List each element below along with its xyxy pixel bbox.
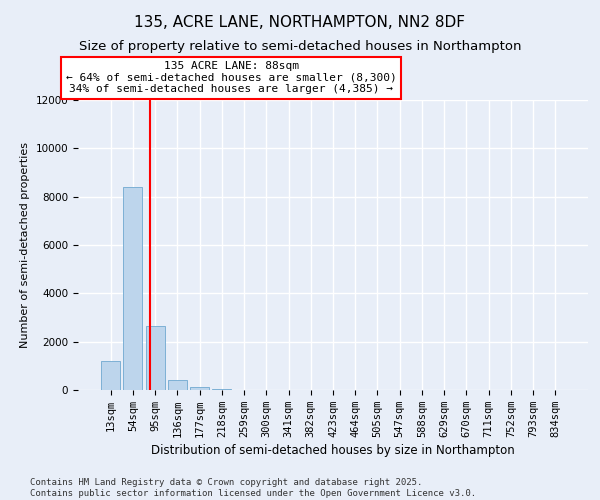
Bar bbox=[168, 380, 187, 390]
Bar bbox=[146, 326, 164, 390]
Bar bbox=[101, 361, 120, 390]
Bar bbox=[124, 187, 142, 390]
Text: 135, ACRE LANE, NORTHAMPTON, NN2 8DF: 135, ACRE LANE, NORTHAMPTON, NN2 8DF bbox=[134, 15, 466, 30]
Text: Contains HM Land Registry data © Crown copyright and database right 2025.
Contai: Contains HM Land Registry data © Crown c… bbox=[30, 478, 476, 498]
Bar bbox=[190, 387, 209, 390]
Bar bbox=[212, 389, 231, 390]
Y-axis label: Number of semi-detached properties: Number of semi-detached properties bbox=[20, 142, 30, 348]
Text: Size of property relative to semi-detached houses in Northampton: Size of property relative to semi-detach… bbox=[79, 40, 521, 53]
Text: 135 ACRE LANE: 88sqm
← 64% of semi-detached houses are smaller (8,300)
34% of se: 135 ACRE LANE: 88sqm ← 64% of semi-detac… bbox=[65, 61, 397, 94]
X-axis label: Distribution of semi-detached houses by size in Northampton: Distribution of semi-detached houses by … bbox=[151, 444, 515, 457]
